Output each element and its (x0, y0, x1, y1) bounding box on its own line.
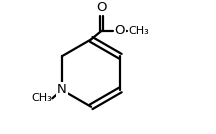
Text: CH₃: CH₃ (129, 26, 149, 36)
Text: CH₃: CH₃ (31, 93, 52, 103)
Text: N: N (57, 83, 67, 96)
Text: O: O (96, 1, 107, 14)
Text: O: O (114, 24, 125, 37)
